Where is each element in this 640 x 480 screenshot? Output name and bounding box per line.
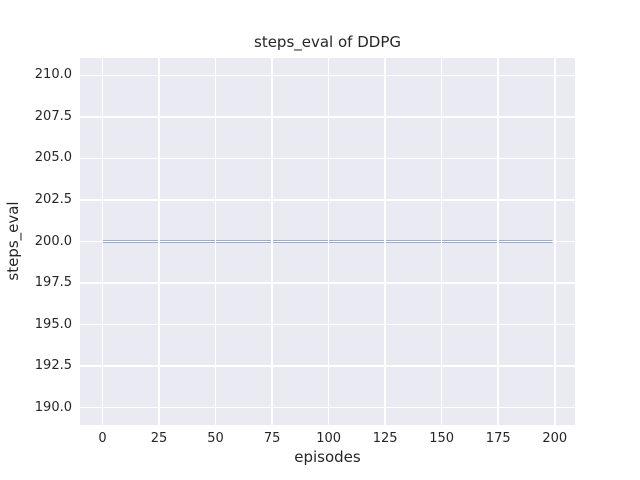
chart-title: steps_eval of DDPG bbox=[254, 33, 401, 51]
grid-line-horizontal bbox=[80, 365, 575, 367]
y-tick-label: 200.0 bbox=[34, 233, 72, 249]
grid-line-horizontal bbox=[80, 282, 575, 284]
x-tick-label: 175 bbox=[485, 431, 511, 446]
x-tick-label: 75 bbox=[263, 431, 281, 446]
x-tick-label: 0 bbox=[98, 431, 107, 446]
x-tick-label: 25 bbox=[150, 431, 168, 446]
y-tick-label: 205.0 bbox=[34, 150, 72, 166]
x-tick-label: 100 bbox=[316, 431, 342, 446]
y-tick-label: 190.0 bbox=[34, 399, 72, 415]
y-tick-label: 207.5 bbox=[34, 108, 72, 124]
y-tick-label: 192.5 bbox=[34, 358, 72, 374]
x-axis-label: episodes bbox=[294, 448, 361, 466]
grid-line-horizontal bbox=[80, 116, 575, 118]
x-tick-label: 125 bbox=[372, 431, 398, 446]
grid-line-horizontal bbox=[80, 157, 575, 160]
y-tick-label: 197.5 bbox=[34, 275, 72, 291]
y-tick-label: 202.5 bbox=[34, 191, 72, 207]
grid-line-horizontal bbox=[80, 74, 575, 77]
grid-line-horizontal bbox=[80, 240, 575, 243]
x-tick-label: 150 bbox=[429, 431, 455, 446]
x-tick-label: 50 bbox=[207, 431, 224, 446]
plot-area bbox=[80, 58, 575, 425]
grid-line-horizontal bbox=[80, 199, 575, 201]
y-tick-label: 210.0 bbox=[34, 67, 72, 83]
grid-line-horizontal bbox=[80, 406, 575, 409]
y-tick-label: 195.0 bbox=[34, 316, 72, 332]
grid-line-horizontal bbox=[80, 323, 575, 326]
x-tick-label: 200 bbox=[542, 431, 568, 446]
